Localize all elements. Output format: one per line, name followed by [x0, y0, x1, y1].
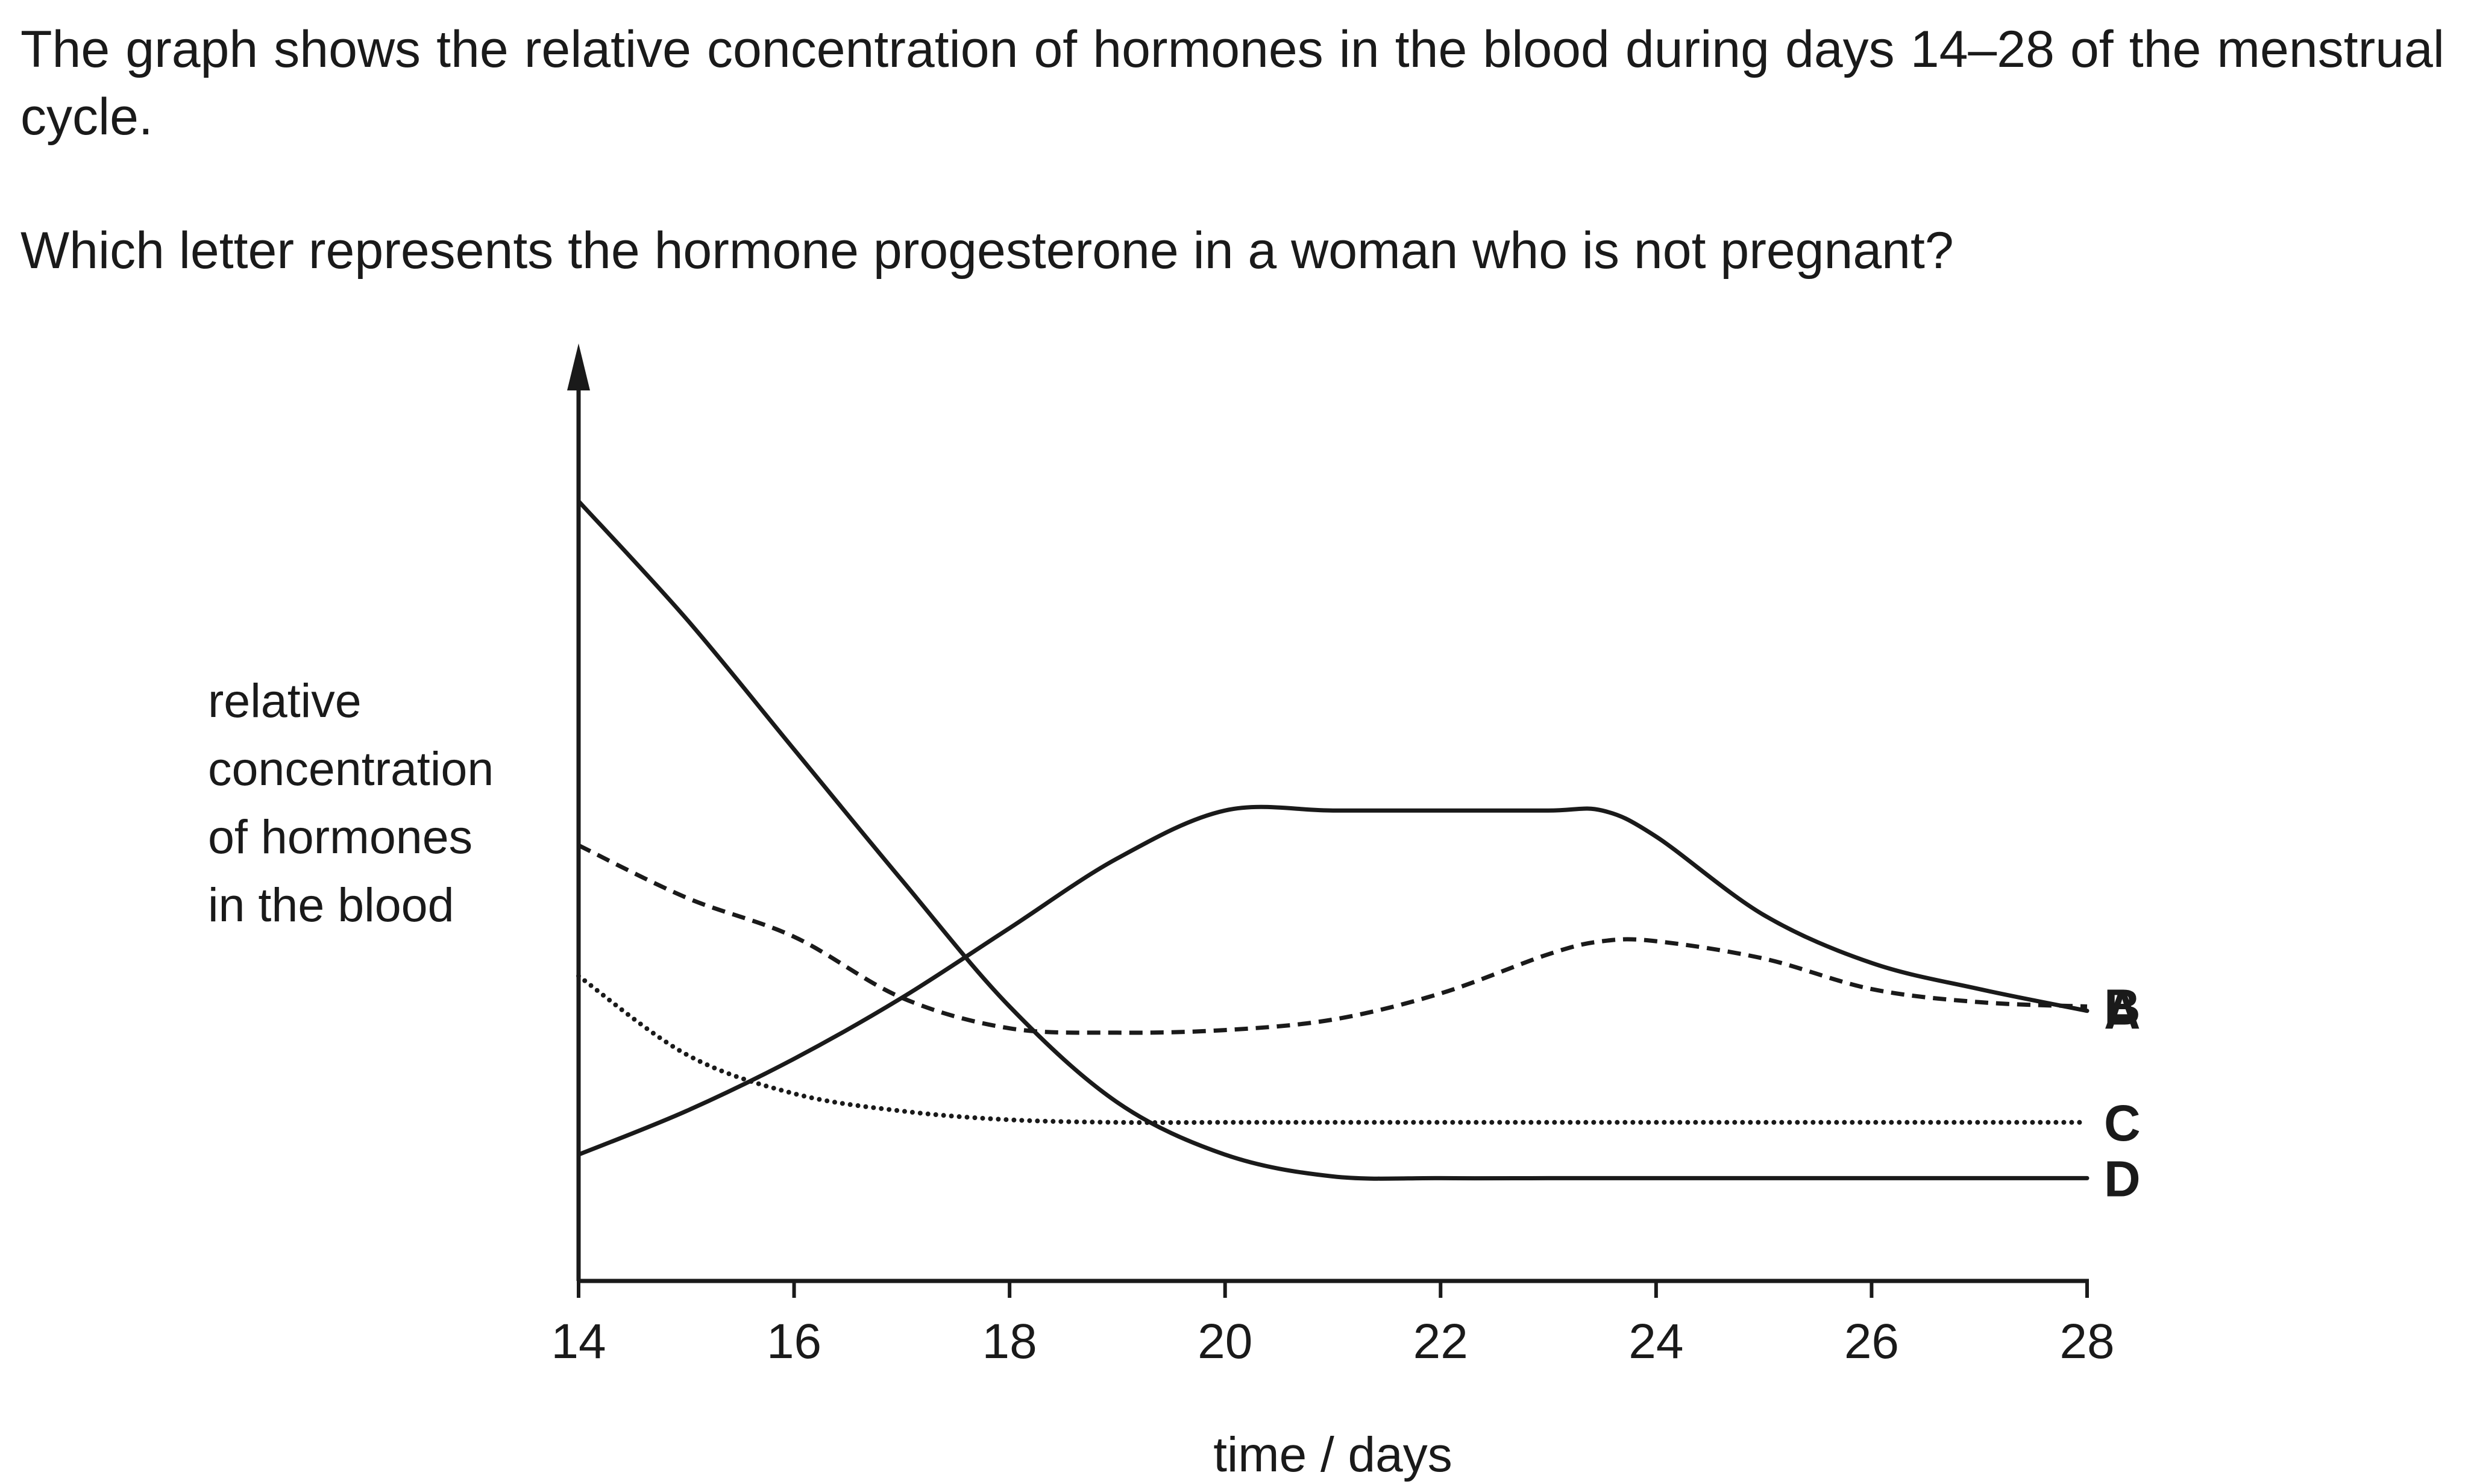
x-axis-ticks: 14 16 18 20 22 24 26 28	[551, 1281, 2115, 1369]
series-label-a: A	[2104, 983, 2141, 1040]
y-axis-label-line: relative	[208, 674, 362, 727]
x-tick-label: 14	[551, 1314, 606, 1369]
series-line-d	[576, 499, 2090, 1181]
question-intro: The graph shows the relative concentrati…	[20, 20, 2444, 146]
x-tick-label: 26	[1844, 1314, 1899, 1369]
x-tick-label: 22	[1413, 1314, 1468, 1369]
question-text: The graph shows the relative concentrati…	[20, 16, 2444, 284]
y-axis-label-line: in the blood	[208, 878, 454, 931]
y-axis-arrow-icon	[567, 343, 590, 390]
chart-series: AB CD	[576, 499, 2141, 1207]
series-line-b	[577, 843, 2088, 1035]
series-line-c	[576, 973, 2090, 1126]
x-tick-label: 24	[1628, 1314, 1683, 1369]
series-label-c: C	[2104, 1095, 2141, 1151]
series-label-d: D	[2104, 1150, 2141, 1207]
x-tick-label: 20	[1198, 1314, 1252, 1369]
y-axis-label: relative concentration of hormones in the b…	[208, 674, 494, 931]
x-tick-label: 18	[982, 1314, 1037, 1369]
series-line-a	[576, 804, 2090, 1157]
question-prompt: Which letter represents the hormone prog…	[20, 222, 1954, 280]
x-tick-label: 28	[2059, 1314, 2114, 1369]
y-axis-label-line: concentration	[208, 742, 494, 795]
chart-axes	[567, 343, 2089, 1283]
y-axis-label-line: of hormones	[208, 810, 473, 863]
x-axis-label: time / days	[1213, 1427, 1452, 1482]
x-tick-label: 16	[767, 1314, 821, 1369]
series-label-b: B	[2104, 979, 2141, 1036]
